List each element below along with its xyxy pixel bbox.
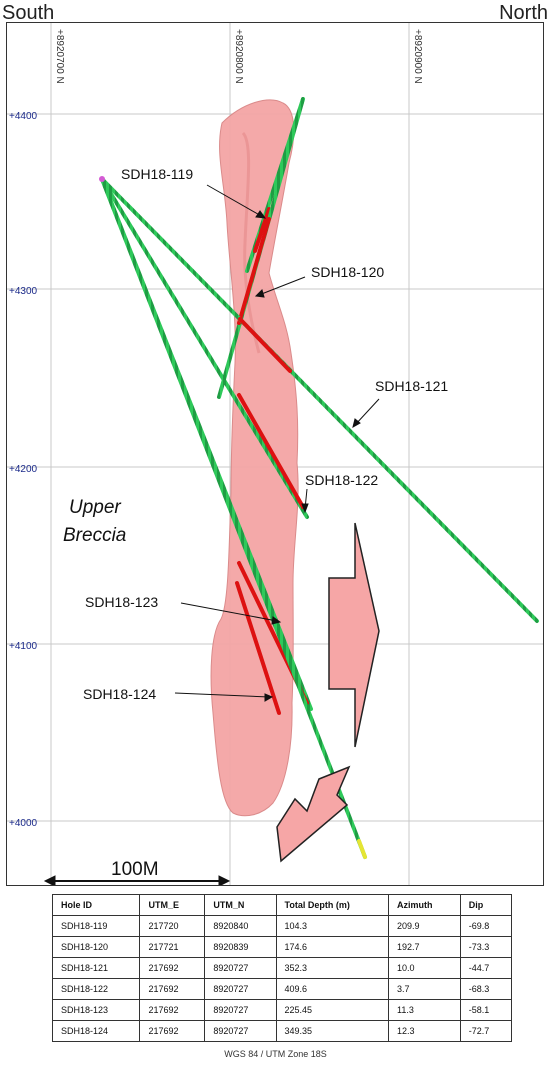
trace-sdh18-124-ore bbox=[235, 581, 281, 715]
cell-total-depth: 104.3 bbox=[275, 915, 389, 937]
table-row: SDH18-124 217692 8920727 349.35 12.3 -72… bbox=[51, 1020, 513, 1042]
breccia-shading bbox=[241, 131, 261, 354]
elevation-label-4000: +4000 bbox=[9, 818, 38, 829]
flow-arrow-right bbox=[328, 522, 380, 748]
cell-dip: -58.1 bbox=[459, 999, 513, 1021]
flow-arrow-up-right bbox=[276, 765, 351, 863]
cell-total-depth: 174.6 bbox=[275, 936, 389, 958]
cell-hole-id: SDH18-123 bbox=[51, 999, 141, 1021]
cell-utm-n: 8920839 bbox=[204, 936, 277, 958]
coordinate-system-note: WGS 84 / UTM Zone 18S bbox=[224, 1049, 327, 1059]
cell-utm-n: 8920727 bbox=[204, 957, 277, 979]
collar-point bbox=[99, 176, 105, 182]
table-row: SDH18-120 217721 8920839 174.6 192.7 -73… bbox=[51, 936, 513, 958]
cell-utm-e: 217720 bbox=[139, 915, 206, 937]
header-hole-id: Hole ID bbox=[51, 894, 141, 916]
cell-azimuth: 3.7 bbox=[387, 978, 461, 1000]
trace-sdh18-121-ore bbox=[238, 317, 292, 373]
northing-label-8920900: +8920900 N bbox=[412, 29, 423, 84]
cell-azimuth: 192.7 bbox=[387, 936, 461, 958]
cell-hole-id: SDH18-122 bbox=[51, 978, 141, 1000]
hole-label-sdh18-123: SDH18-123 bbox=[85, 594, 158, 610]
cross-section-svg: +8920700 N +8920800 N +8920900 N +4400 +… bbox=[7, 23, 543, 885]
cell-dip: -68.3 bbox=[459, 978, 513, 1000]
hole-label-sdh18-120: SDH18-120 bbox=[311, 264, 384, 280]
cell-utm-n: 8920840 bbox=[204, 915, 277, 937]
cell-dip: -73.3 bbox=[459, 936, 513, 958]
unit-label-line-2: Breccia bbox=[63, 525, 126, 546]
header-utm-e: UTM_E bbox=[139, 894, 206, 916]
elevation-label-4100: +4100 bbox=[9, 641, 38, 652]
elevation-label-4300: +4300 bbox=[9, 286, 38, 297]
elevation-label-4200: +4200 bbox=[9, 464, 38, 475]
header-utm-n: UTM_N bbox=[204, 894, 277, 916]
cell-utm-e: 217692 bbox=[139, 1020, 206, 1042]
cell-hole-id: SDH18-120 bbox=[51, 936, 141, 958]
south-label: South bbox=[2, 2, 55, 24]
northing-label-8920800: +8920800 N bbox=[233, 29, 244, 84]
cell-hole-id: SDH18-119 bbox=[51, 915, 141, 937]
table-row: SDH18-122 217692 8920727 409.6 3.7 -68.3 bbox=[51, 978, 513, 1000]
trace-sdh18-124 bbox=[100, 177, 367, 859]
table-row: SDH18-119 217720 8920840 104.3 209.9 -69… bbox=[51, 915, 513, 937]
hole-label-sdh18-124: SDH18-124 bbox=[83, 686, 156, 702]
cell-utm-e: 217692 bbox=[139, 978, 206, 1000]
cell-hole-id: SDH18-121 bbox=[51, 957, 141, 979]
cell-azimuth: 209.9 bbox=[387, 915, 461, 937]
cross-section-view: +8920700 N +8920800 N +8920900 N +4400 +… bbox=[6, 22, 544, 886]
cell-dip: -69.8 bbox=[459, 915, 513, 937]
trace-sdh18-120-ore bbox=[237, 217, 271, 325]
trace-sdh18-122-ore bbox=[237, 393, 305, 509]
cell-azimuth: 11.3 bbox=[387, 999, 461, 1021]
cell-utm-e: 217721 bbox=[139, 936, 206, 958]
trace-sdh18-121 bbox=[100, 177, 539, 623]
table-row: SDH18-121 217692 8920727 352.3 10.0 -44.… bbox=[51, 957, 513, 979]
cell-total-depth: 409.6 bbox=[275, 978, 389, 1000]
cell-total-depth: 349.35 bbox=[275, 1020, 389, 1042]
cell-azimuth: 10.0 bbox=[387, 957, 461, 979]
elevation-label-4400: +4400 bbox=[9, 111, 38, 122]
table-header-row: Hole ID UTM_E UTM_N Total Depth (m) Azim… bbox=[51, 894, 513, 916]
cell-dip: -72.7 bbox=[459, 1020, 513, 1042]
drill-hole-table: Hole ID UTM_E UTM_N Total Depth (m) Azim… bbox=[51, 894, 513, 1042]
header-azimuth: Azimuth bbox=[387, 894, 461, 916]
table-row: SDH18-123 217692 8920727 225.45 11.3 -58… bbox=[51, 999, 513, 1021]
cell-dip: -44.7 bbox=[459, 957, 513, 979]
cell-hole-id: SDH18-124 bbox=[51, 1020, 141, 1042]
cell-utm-n: 8920727 bbox=[204, 1020, 277, 1042]
scale-bar bbox=[43, 875, 231, 885]
north-label: North bbox=[499, 2, 548, 24]
trace-sdh18-119-ore bbox=[253, 207, 271, 253]
cell-utm-n: 8920727 bbox=[204, 978, 277, 1000]
hole-label-sdh18-121: SDH18-121 bbox=[375, 378, 448, 394]
hole-label-sdh18-119: SDH18-119 bbox=[121, 166, 193, 182]
cell-total-depth: 225.45 bbox=[275, 999, 389, 1021]
cell-utm-e: 217692 bbox=[139, 957, 206, 979]
trace-sdh18-124-end bbox=[357, 839, 367, 859]
header-total-depth: Total Depth (m) bbox=[275, 894, 389, 916]
cell-utm-e: 217692 bbox=[139, 999, 206, 1021]
northing-label-8920700: +8920700 N bbox=[54, 29, 65, 84]
cell-azimuth: 12.3 bbox=[387, 1020, 461, 1042]
cell-utm-n: 8920727 bbox=[204, 999, 277, 1021]
unit-label-line-1: Upper bbox=[69, 497, 121, 518]
breccia-body bbox=[210, 99, 299, 817]
hole-label-sdh18-122: SDH18-122 bbox=[305, 472, 378, 488]
leader-lines bbox=[174, 184, 380, 702]
scale-bar-label: 100M bbox=[111, 859, 159, 880]
cell-total-depth: 352.3 bbox=[275, 957, 389, 979]
header-dip: Dip bbox=[459, 894, 513, 916]
trace-sdh18-122 bbox=[100, 177, 309, 519]
